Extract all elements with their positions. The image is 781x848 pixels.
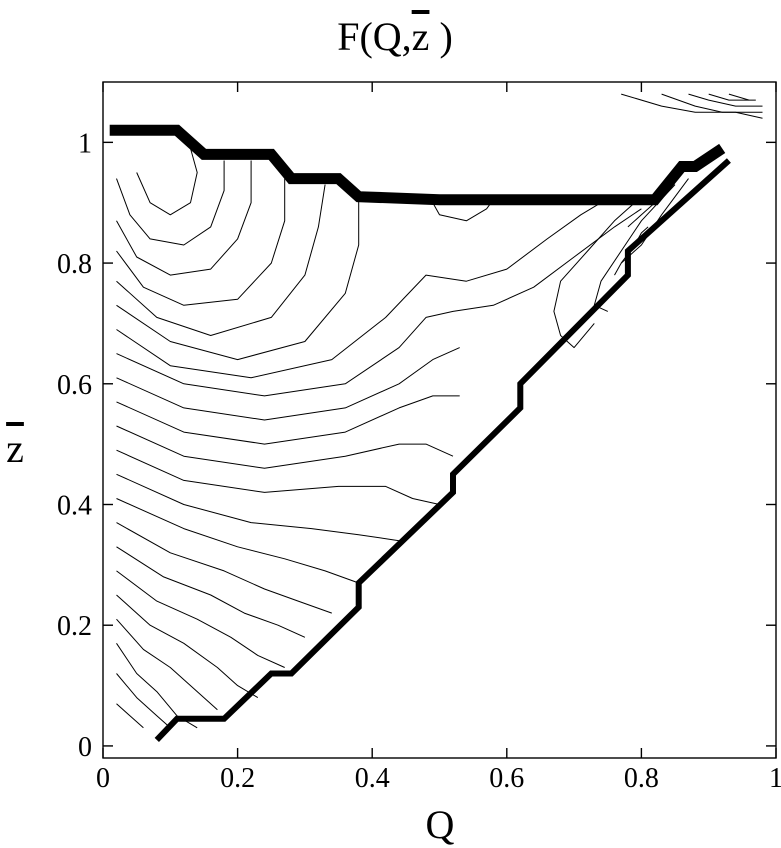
chart-title: F(Q,z ) [337,14,453,59]
contour-line-12 [116,449,440,505]
x-axis-ticks: 0 0.2 0.4 0.6 0.8 1 [96,82,781,794]
contour-line-18 [116,594,259,699]
lower-boundary [154,158,731,742]
upper-boundary [109,124,726,206]
x-tick-label: 1 [769,763,781,794]
contour-line-21 [116,673,171,729]
x-tick-label: 0.6 [489,763,524,794]
contour-line-14 [116,498,359,584]
y-tick-label: 0.6 [57,370,92,401]
contour-line-2 [116,160,225,246]
contour-line-13 [116,473,400,542]
contour-line-32 [708,93,756,101]
contour-line-9 [116,347,460,421]
x-tick-label: 0 [96,763,110,794]
contour-line-23 [432,199,494,222]
y-tick-label: 0.8 [57,249,92,280]
x-tick-label: 0.8 [624,763,659,794]
contour-line-5 [116,184,326,336]
contour-line-30 [661,93,763,113]
contour-line-28 [627,202,656,228]
contour-line-8 [116,208,642,397]
title-main: F(Q, [337,14,411,59]
contour-line-6 [116,196,360,361]
y-tick-label: 0.4 [57,491,92,522]
x-tick-label: 0.4 [355,763,390,794]
y-tick-label: 1 [78,128,92,159]
contour-line-16 [116,546,306,638]
contour-line-26 [614,178,689,276]
contour-line-19 [116,618,218,711]
y-axis-ticks: 0 0.2 0.4 0.6 0.8 1 [57,128,776,763]
title-close: ) [429,14,452,59]
contour-line-17 [116,570,285,668]
contour-line-1 [136,148,198,216]
contour-line-4 [116,178,286,306]
contour-line-29 [621,93,763,119]
contour-line-22 [116,703,144,729]
contour-line-24 [553,196,642,349]
contour-lines [116,93,763,729]
contour-line-11 [116,425,454,469]
contour-line-15 [116,522,332,614]
contour-line-31 [688,93,763,107]
x-tick-label: 0.2 [220,763,255,794]
title-variable: z [412,14,430,59]
y-axis-label: z [6,426,24,471]
y-tick-label: 0 [78,732,92,763]
x-axis-label: Q [426,802,455,847]
plot-frame [102,81,777,759]
contour-line-33 [728,93,750,101]
contour-line-7 [116,202,602,379]
contour-line-10 [116,395,460,445]
y-tick-label: 0.2 [57,611,92,642]
contour-line-3 [116,160,252,276]
region-boundaries [109,124,731,742]
